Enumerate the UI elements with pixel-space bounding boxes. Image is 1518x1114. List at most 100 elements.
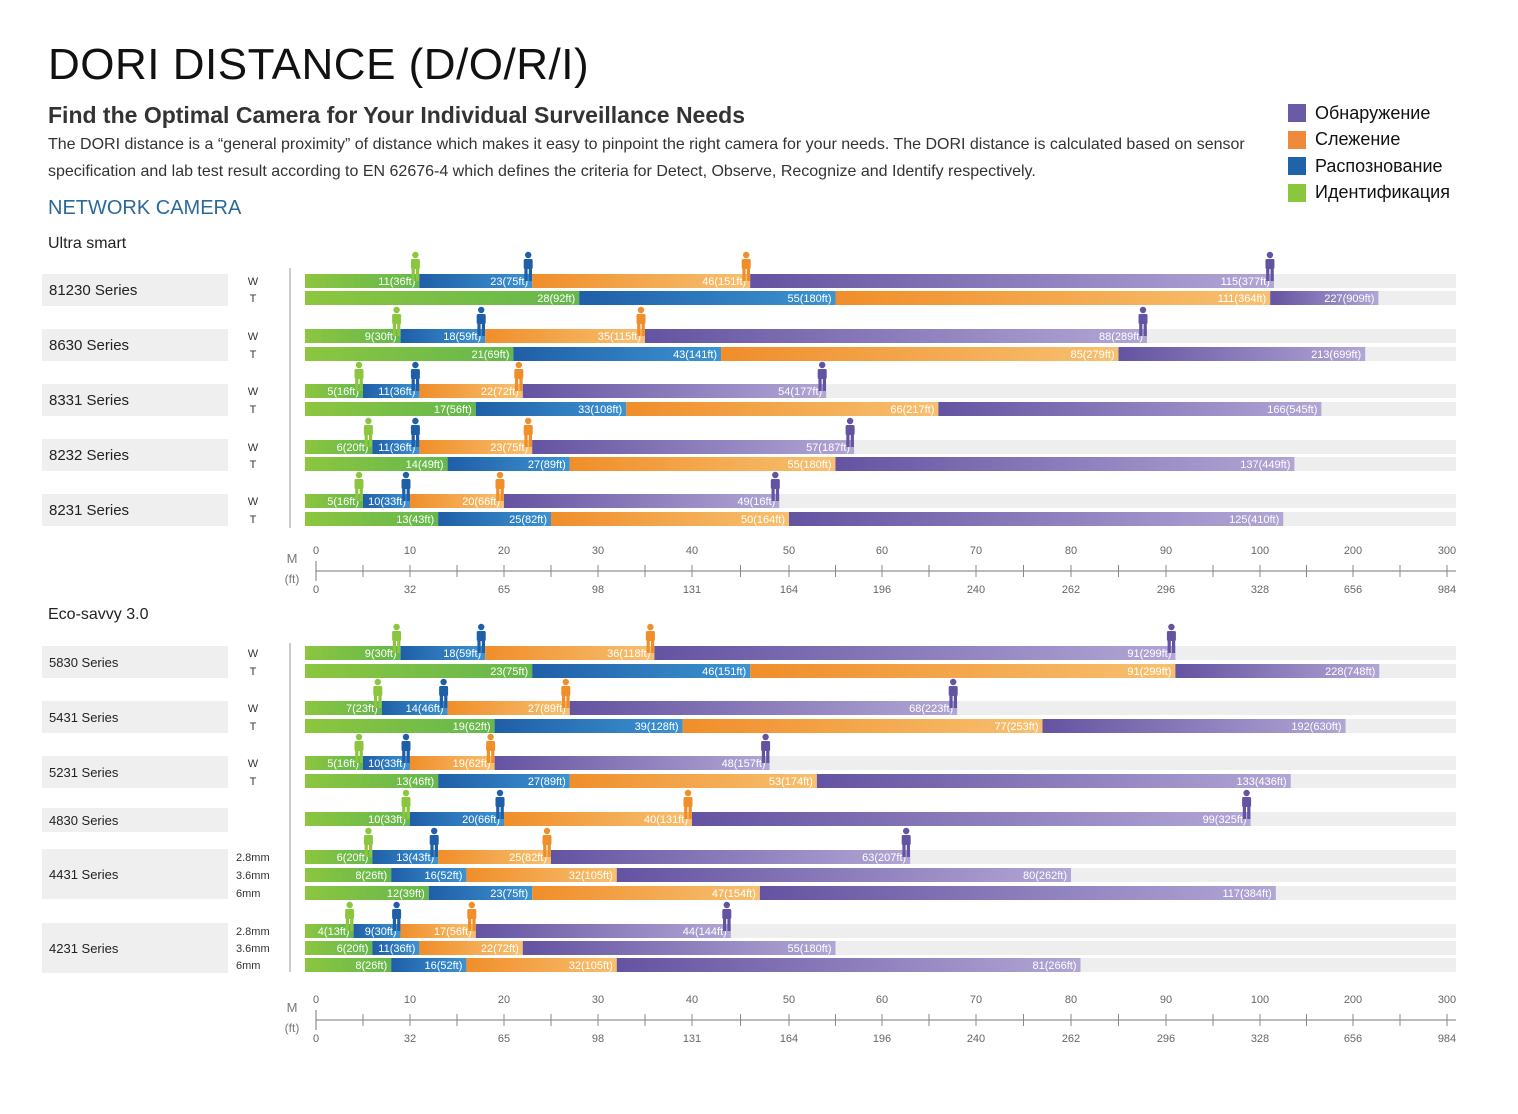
legend-label-recognize: Распознование xyxy=(1315,155,1443,176)
bar-segment-recognize xyxy=(372,850,439,864)
series-name: 8331 Series xyxy=(49,392,129,409)
bar-label-detect: 137(449ft) xyxy=(1240,459,1290,471)
bar-label-identify: 13(46ft) xyxy=(396,776,434,788)
person-observe-icon xyxy=(467,901,477,931)
bar-label-identify: 8(26ft) xyxy=(355,870,387,882)
row-label: T xyxy=(250,721,257,733)
person-observe-icon xyxy=(561,678,571,708)
tick-label-m: 100 xyxy=(1251,545,1269,557)
tick-label-ft: 164 xyxy=(780,584,798,596)
bar-label-observe: 66(217ft) xyxy=(890,404,934,416)
tick-label-m: 300 xyxy=(1438,994,1456,1006)
bar-segment-observe xyxy=(721,347,1119,361)
bar-segment-identify xyxy=(305,646,401,660)
bar-row: 5(16ft) 10(33ft) 20(66ft) 49(16ft) W xyxy=(248,494,1456,508)
bar-segment-identify xyxy=(305,494,363,508)
tick-label-m: 10 xyxy=(404,994,416,1006)
bar-segment-detect xyxy=(789,512,1284,526)
tick-label-m: 90 xyxy=(1160,994,1172,1006)
tick-label-m: 50 xyxy=(783,545,795,557)
bar-segment-identify xyxy=(305,664,533,678)
person-detect-icon xyxy=(901,827,911,857)
bar-segment-detect xyxy=(654,646,1176,660)
bar-label-observe: 23(75ft) xyxy=(490,442,528,454)
bar-label-observe: 27(89ft) xyxy=(528,703,566,715)
bar-segment-identify xyxy=(305,958,392,972)
tick-label-ft: 328 xyxy=(1251,584,1269,596)
bar-segment-observe xyxy=(551,512,789,526)
legend-swatch-observe xyxy=(1288,130,1306,149)
bar-label-recognize: 27(89ft) xyxy=(528,459,566,471)
tick-label-m: 70 xyxy=(970,545,982,557)
bar-segment-detect xyxy=(938,402,1322,416)
bar-segment-identify xyxy=(305,701,382,715)
tick-label-m: 20 xyxy=(498,545,510,557)
bar-row: 5(16ft) 10(33ft) 19(62ft) 48(157ft) W xyxy=(248,756,1456,770)
person-identify-icon xyxy=(392,623,402,653)
bar-label-recognize: 33(108ft) xyxy=(578,404,622,416)
bar-segment-observe xyxy=(419,941,523,955)
bar-label-identify: 4(13ft) xyxy=(318,926,350,938)
series-label-box xyxy=(42,808,228,832)
bar-segment-observe xyxy=(569,774,817,788)
bar-segment-recognize xyxy=(400,329,486,343)
row-label: T xyxy=(250,293,257,305)
bar-label-observe: 22(72ft) xyxy=(481,943,519,955)
series-name: 4231 Series xyxy=(49,941,119,956)
tick-label-m: 80 xyxy=(1065,545,1077,557)
bar-label-observe: 20(66ft) xyxy=(462,496,500,508)
bar-segment-observe xyxy=(410,756,495,770)
legend-label-detect: Обнаружение xyxy=(1315,102,1431,123)
bar-segment-identify xyxy=(305,457,448,471)
bar-segment-recognize xyxy=(579,291,836,305)
bar-label-detect: 166(545ft) xyxy=(1267,404,1317,416)
person-recognize-icon xyxy=(476,306,486,336)
bar-label-detect: 63(207ft) xyxy=(862,852,906,864)
tick-label-ft: 656 xyxy=(1344,1033,1362,1045)
person-identify-icon xyxy=(345,901,355,931)
bar-segment-recognize xyxy=(381,701,448,715)
axis-unit-ft: (ft) xyxy=(285,1021,300,1035)
bar-label-detect: 80(262ft) xyxy=(1023,870,1067,882)
bar-label-recognize: 16(52ft) xyxy=(424,960,462,972)
person-observe-icon xyxy=(542,827,552,857)
series-name: 4830 Series xyxy=(49,813,119,828)
bar-segment-identify xyxy=(305,384,363,398)
bar-label-observe: 55(180ft) xyxy=(787,459,831,471)
row-label: W xyxy=(248,758,259,770)
bar-row: 7(23ft) 14(46ft) 27(89ft) 68(223ft) W xyxy=(248,701,1456,715)
series-label-box xyxy=(42,439,228,471)
bar-label-observe: 53(174ft) xyxy=(769,776,813,788)
legend-label-observe: Слежение xyxy=(1315,129,1401,150)
page-title: DORI DISTANCE (D/O/R/I) xyxy=(48,40,590,89)
bar-segment-detect xyxy=(522,384,827,398)
bar-label-observe: 50(164ft) xyxy=(741,514,785,526)
bar-label-detect: 91(299ft) xyxy=(1127,648,1171,660)
bar-label-observe: 40(131ft) xyxy=(644,814,688,826)
bar-row: 4(13ft) 9(30ft) 17(56ft) 44(144ft) 2.8mm xyxy=(236,924,1456,938)
series-name: 4431 Series xyxy=(49,867,119,882)
bar-label-detect: 227(909ft) xyxy=(1324,293,1374,305)
tick-label-m: 40 xyxy=(686,545,698,557)
row-label: T xyxy=(250,349,257,361)
person-recognize-icon xyxy=(495,789,505,819)
series-name: 81230 Series xyxy=(49,282,137,299)
tick-label-ft: 196 xyxy=(873,584,891,596)
person-identify-icon xyxy=(354,361,364,391)
tick-label-ft: 984 xyxy=(1438,584,1456,596)
legend-swatch-recognize xyxy=(1288,157,1306,176)
person-identify-icon xyxy=(363,417,373,447)
tick-label-m: 50 xyxy=(783,994,795,1006)
person-recognize-icon xyxy=(401,471,411,501)
row-label: W xyxy=(248,386,259,398)
legend-item-recognize: Распознование xyxy=(1288,153,1450,180)
bar-label-identify: 6(20ft) xyxy=(337,442,369,454)
person-observe-icon xyxy=(495,471,505,501)
bar-label-recognize: 11(36ft) xyxy=(378,386,415,398)
bar-segment-observe xyxy=(438,850,551,864)
bar-segment-recognize xyxy=(447,457,570,471)
bar-label-detect: 49(16ft) xyxy=(737,496,775,508)
bar-segment-identify xyxy=(305,941,373,955)
page-description: The DORI distance is a “general proximit… xyxy=(48,136,1245,180)
bar-row: 13(46ft) 27(89ft) 53(174ft) 133(436ft) T xyxy=(250,774,1456,788)
